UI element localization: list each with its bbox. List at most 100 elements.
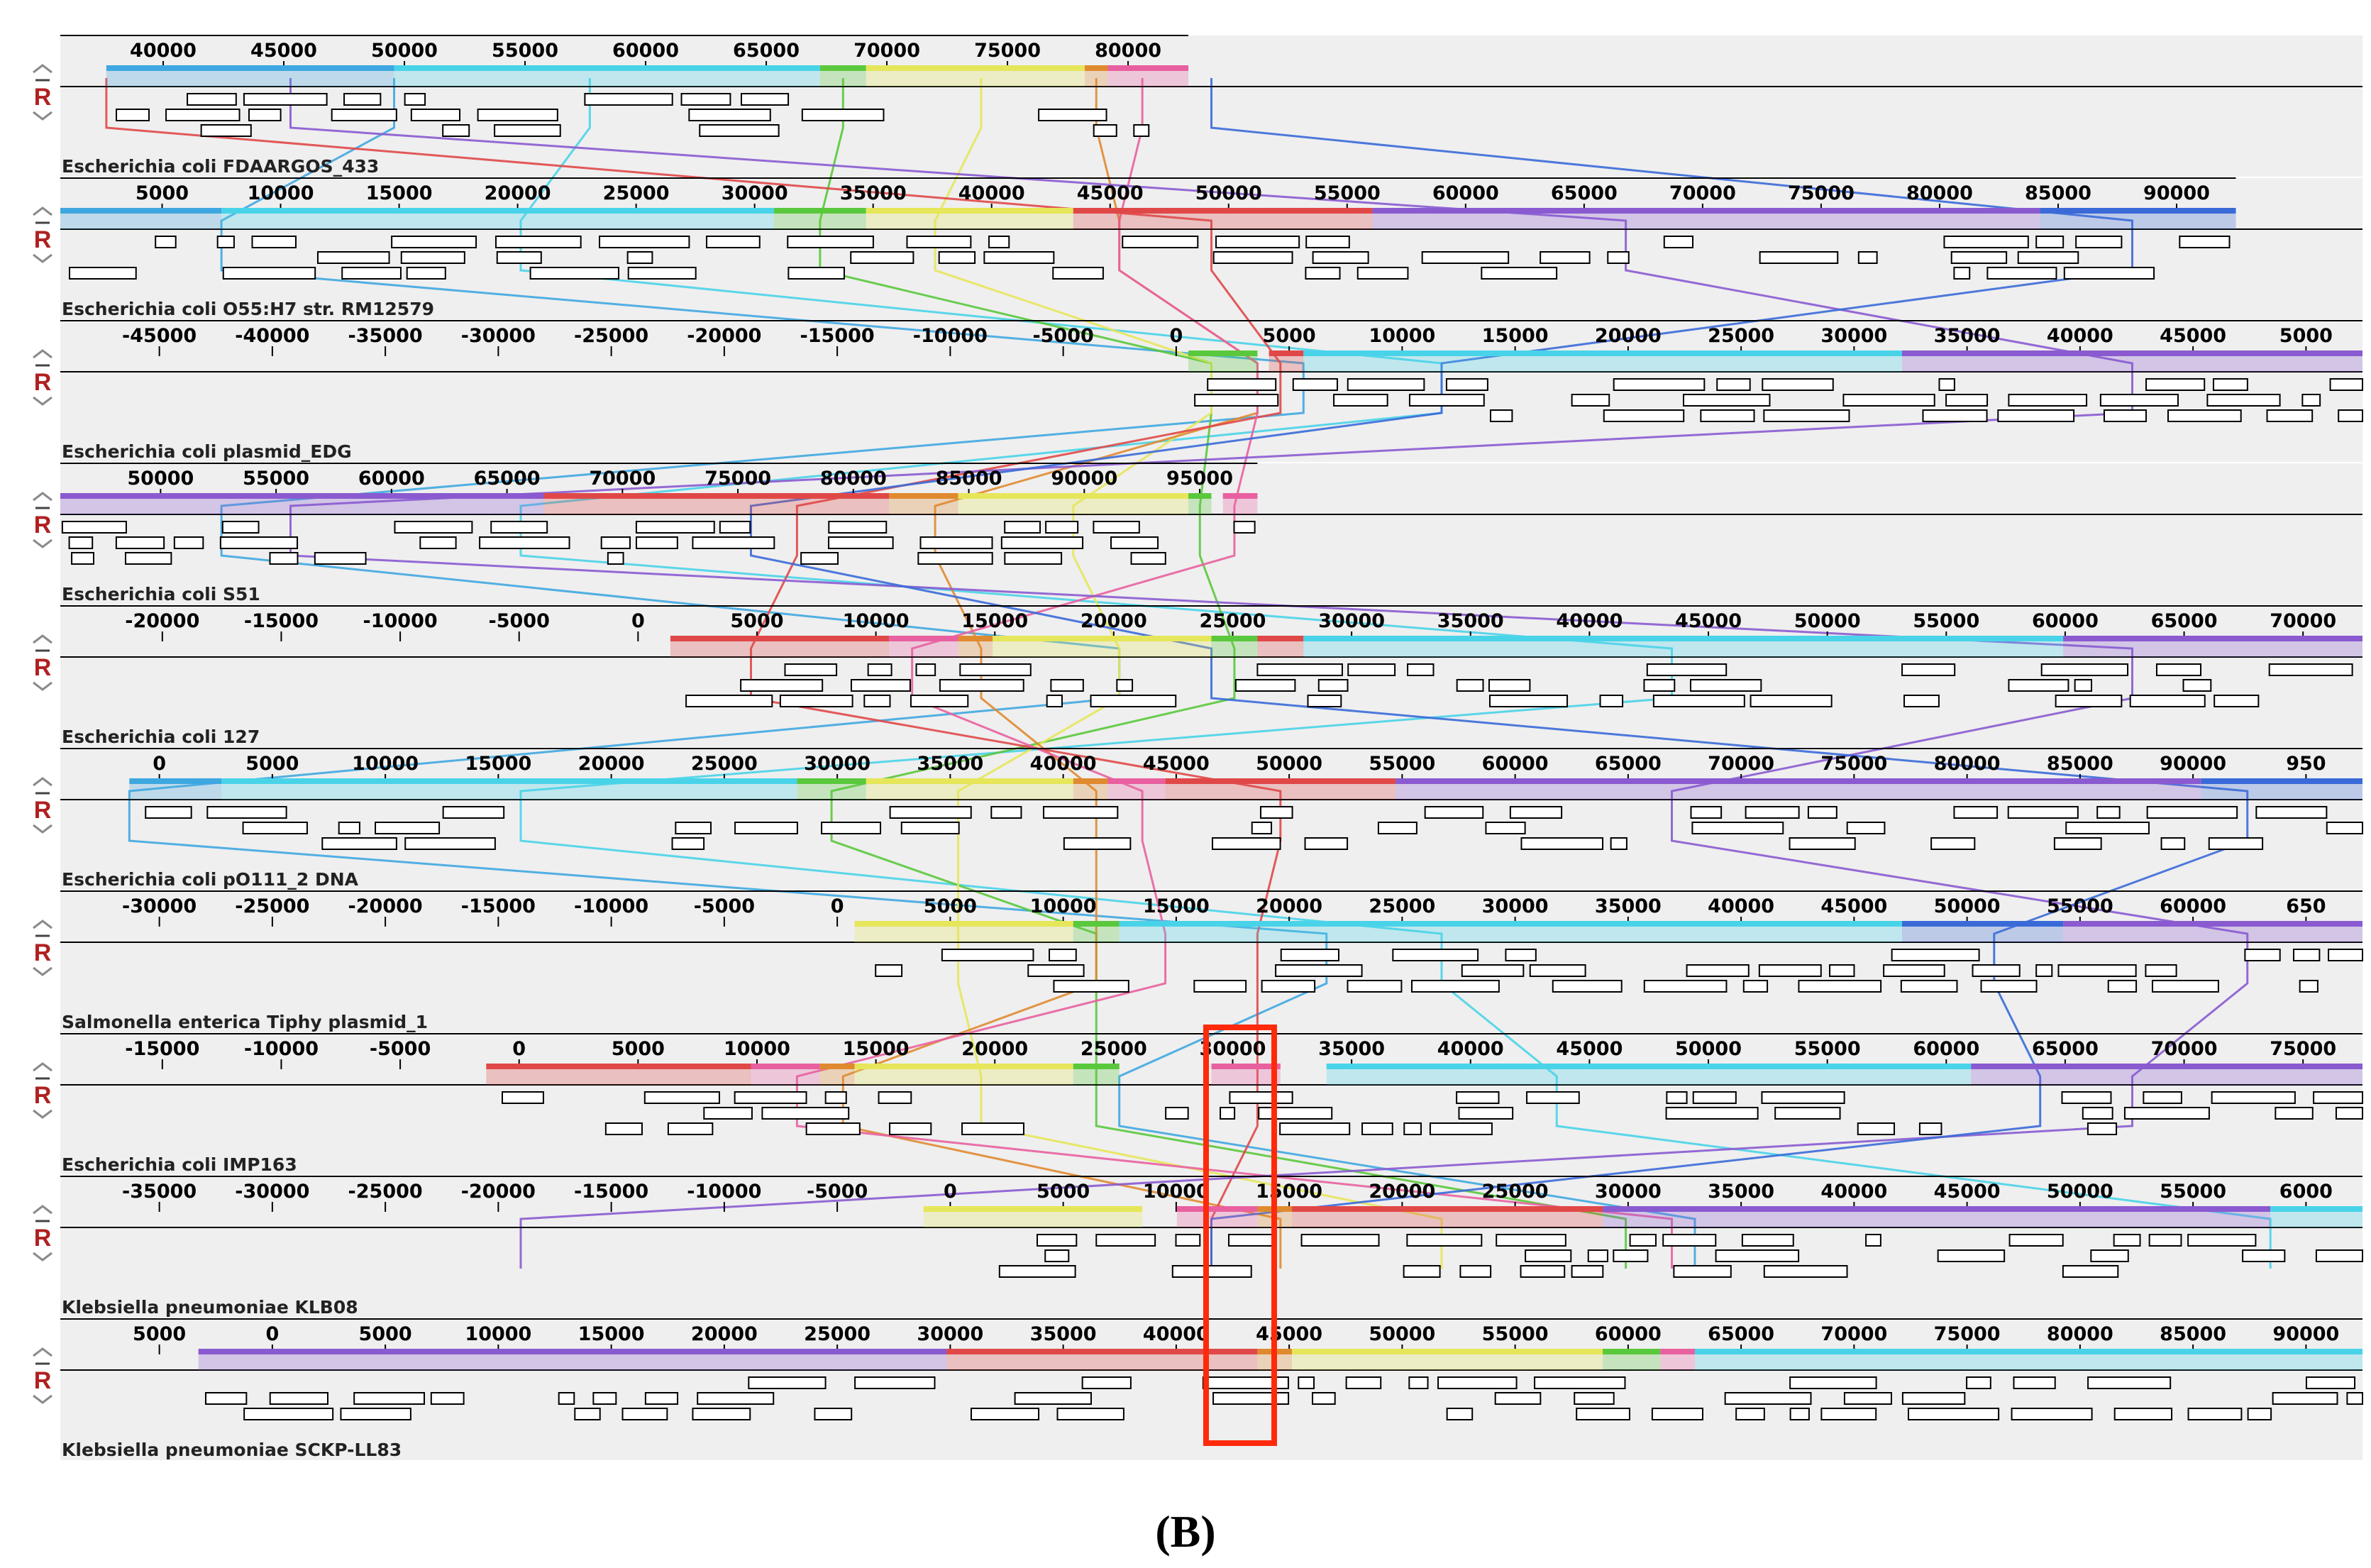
- gene-box: [685, 695, 773, 707]
- reverse-button[interactable]: R: [34, 1225, 52, 1252]
- gene-box: [2208, 837, 2264, 850]
- gene-box: [1488, 695, 1569, 707]
- lcb-block-profile: [1073, 208, 1373, 214]
- lcb-block-profile: [486, 1064, 751, 1069]
- move-up-icon[interactable]: [33, 492, 52, 502]
- move-up-icon[interactable]: [33, 1347, 52, 1357]
- gene-box: [667, 1122, 714, 1135]
- tick-label: 5000: [136, 182, 189, 204]
- gene-box: [2013, 1376, 2056, 1389]
- track-control-group[interactable]: R: [33, 634, 52, 691]
- move-down-icon[interactable]: [33, 966, 52, 976]
- move-up-icon[interactable]: [33, 777, 52, 787]
- track-control-group[interactable]: R: [33, 1347, 52, 1404]
- lcb-block-profile: [1073, 778, 1108, 784]
- gene-box: [2187, 1408, 2243, 1420]
- gene-box: [1212, 251, 1293, 264]
- gene-box: [1194, 394, 1279, 407]
- move-down-icon[interactable]: [33, 1252, 52, 1261]
- gene-box: [1930, 837, 1976, 850]
- move-down-icon[interactable]: [33, 111, 52, 121]
- tick-label: 30000: [1595, 1181, 1662, 1203]
- gene-box: [2065, 822, 2150, 834]
- gene-box: [340, 1408, 411, 1420]
- gene-box: [1095, 1234, 1156, 1247]
- reverse-button[interactable]: R: [34, 797, 52, 824]
- lcb-block-profile: [958, 636, 993, 641]
- track-control-group[interactable]: R: [33, 206, 52, 263]
- tick-label: 5000: [2279, 325, 2333, 347]
- gene-box: [584, 93, 673, 106]
- figure-label: (B): [1155, 1506, 1215, 1557]
- move-up-icon[interactable]: [33, 64, 52, 74]
- move-down-icon[interactable]: [33, 1109, 52, 1119]
- reverse-button[interactable]: R: [34, 939, 52, 966]
- gene-box: [1741, 1234, 1794, 1247]
- lcb-block-profile: [889, 493, 958, 499]
- gene-box: [959, 663, 1032, 676]
- gene-box: [410, 109, 461, 121]
- gene-box: [1807, 806, 1837, 819]
- gene-box: [814, 1408, 853, 1420]
- gene-box: [1130, 552, 1166, 565]
- gene-box: [1789, 837, 1856, 850]
- gene-box: [941, 949, 1034, 961]
- track-control-group[interactable]: R: [33, 349, 52, 406]
- tick-label: 65000: [1595, 753, 1662, 775]
- gene-box: [688, 109, 771, 121]
- move-down-icon[interactable]: [33, 1394, 52, 1404]
- gene-box: [1724, 1392, 1812, 1405]
- gene-box: [1275, 964, 1363, 977]
- move-down-icon[interactable]: [33, 396, 52, 406]
- reverse-button[interactable]: R: [34, 84, 52, 111]
- move-up-icon[interactable]: [33, 1062, 52, 1072]
- move-up-icon[interactable]: [33, 349, 52, 359]
- move-down-icon[interactable]: [33, 253, 52, 263]
- gene-box: [316, 251, 390, 264]
- tick-label: 60000: [1913, 1038, 1979, 1060]
- tick-label: 95000: [1166, 468, 1233, 490]
- move-up-icon[interactable]: [33, 634, 52, 644]
- gene-box: [1207, 378, 1277, 391]
- reverse-button[interactable]: R: [34, 369, 52, 396]
- tick-label: 85000: [2160, 1323, 2226, 1345]
- gene-box: [2055, 695, 2123, 707]
- gene-box: [243, 1408, 334, 1420]
- gene-box: [222, 267, 316, 280]
- track-control-group[interactable]: R: [33, 920, 52, 976]
- tick-label: 60000: [2160, 895, 2226, 917]
- tick-label: 50000: [1675, 1038, 1742, 1060]
- move-up-icon[interactable]: [33, 1205, 52, 1215]
- tick-label: -20000: [461, 1181, 536, 1203]
- reverse-button[interactable]: R: [34, 654, 52, 681]
- tick-label: 20000: [961, 1038, 1028, 1060]
- track-control-group[interactable]: R: [33, 777, 52, 834]
- tick-label: -15000: [800, 325, 875, 347]
- gene-box: [1411, 980, 1500, 993]
- track-control-group[interactable]: R: [33, 1062, 52, 1119]
- track-control-group[interactable]: R: [33, 492, 52, 548]
- gene-box: [1943, 236, 2029, 248]
- move-down-icon[interactable]: [33, 824, 52, 834]
- reverse-button[interactable]: R: [34, 226, 52, 253]
- gene-box: [675, 822, 712, 834]
- tick-label: -20000: [348, 895, 423, 917]
- track-control-group[interactable]: R: [33, 64, 52, 121]
- lcb-block-profile: [1303, 350, 1902, 356]
- gene-box: [68, 536, 94, 549]
- move-up-icon[interactable]: [33, 920, 52, 929]
- track-name: Escherichia coli 127: [62, 727, 260, 747]
- move-up-icon[interactable]: [33, 206, 52, 216]
- track-controls[interactable]: R R R R R R R R R R: [33, 64, 52, 1404]
- track-control-group[interactable]: R: [33, 1205, 52, 1261]
- reverse-button[interactable]: R: [34, 1367, 52, 1394]
- gene-box: [703, 1107, 753, 1120]
- gene-box: [496, 251, 542, 264]
- move-down-icon[interactable]: [33, 681, 52, 691]
- gene-box: [779, 695, 853, 707]
- gene-box: [1081, 1376, 1132, 1389]
- move-down-icon[interactable]: [33, 539, 52, 548]
- tick-label: 40000: [1556, 610, 1623, 632]
- reverse-button[interactable]: R: [34, 1082, 52, 1109]
- reverse-button[interactable]: R: [34, 512, 52, 539]
